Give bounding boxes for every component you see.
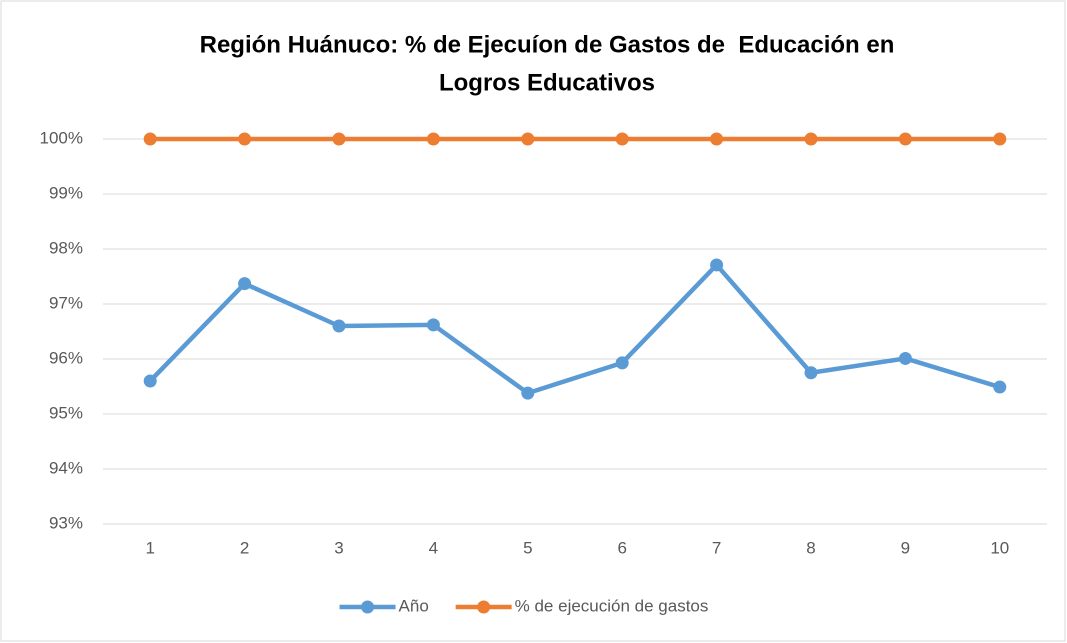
x-tick-label: 1 [145, 538, 154, 557]
data-point [238, 132, 252, 146]
data-point [238, 277, 252, 291]
data-point [332, 319, 346, 333]
y-tick-label: 96% [49, 348, 83, 367]
data-point [898, 351, 912, 365]
data-point [521, 386, 535, 400]
data-point [521, 132, 535, 146]
data-point [804, 132, 818, 146]
data-point [426, 132, 440, 146]
data-point [615, 356, 629, 370]
x-tick-label: 3 [334, 538, 343, 557]
data-point [898, 132, 912, 146]
y-tick-label: 97% [49, 293, 83, 312]
y-tick-label: 100% [40, 128, 83, 147]
data-point [426, 318, 440, 332]
y-tick-label: 93% [49, 513, 83, 532]
y-tick-label: 99% [49, 183, 83, 202]
x-tick-label: 8 [806, 538, 815, 557]
x-tick-label: 2 [240, 538, 249, 557]
data-point [993, 380, 1007, 394]
data-point [710, 132, 724, 146]
data-point [804, 366, 818, 380]
x-tick-label: 6 [617, 538, 626, 557]
y-tick-label: 95% [49, 403, 83, 422]
legend-label: % de ejecución de gastos [515, 596, 709, 615]
data-point [143, 374, 157, 388]
chart-title: Región Huánuco: % de Ejecuíon de Gastos … [200, 31, 895, 58]
legend-marker [477, 600, 491, 614]
x-tick-label: 7 [712, 538, 721, 557]
x-tick-label: 5 [523, 538, 532, 557]
data-point [143, 132, 157, 146]
x-tick-label: 9 [901, 538, 910, 557]
data-point [710, 258, 724, 272]
y-tick-label: 98% [49, 238, 83, 257]
x-tick-label: 4 [429, 538, 438, 557]
data-point [615, 132, 629, 146]
data-point [332, 132, 346, 146]
x-tick-label: 10 [990, 538, 1009, 557]
legend-marker [361, 600, 375, 614]
legend-label: Año [399, 596, 429, 615]
y-tick-label: 94% [49, 458, 83, 477]
chart-title: Logros Educativos [439, 69, 655, 96]
data-point [993, 132, 1007, 146]
series-line [148, 262, 1001, 396]
